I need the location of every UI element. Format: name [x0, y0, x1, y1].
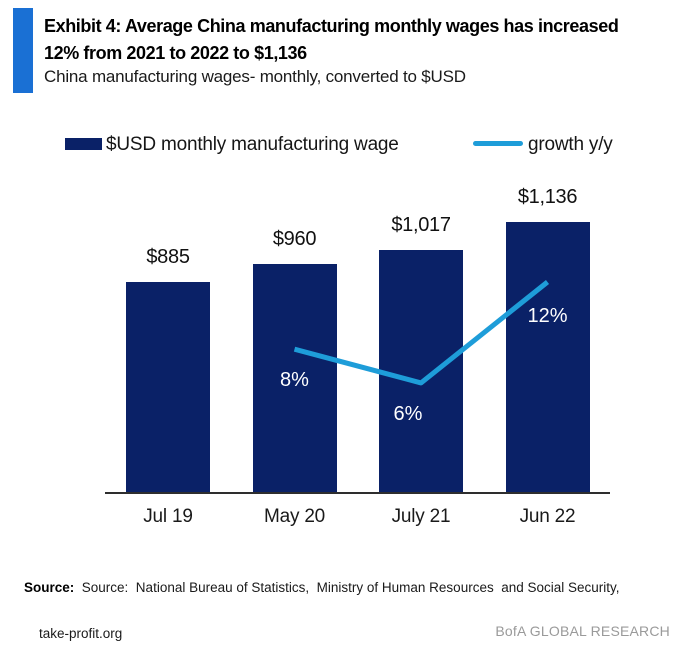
x-axis-label: Jun 22: [519, 506, 576, 527]
exhibit-title-line2: 12% from 2021 to 2022 to $1,136: [44, 43, 307, 63]
wage-bar: [379, 250, 463, 493]
bar-value-label: $960: [272, 228, 317, 250]
growth-value-label: 8%: [280, 369, 309, 392]
x-axis-label: July 21: [391, 506, 451, 527]
bar-value-label: $885: [146, 246, 190, 268]
legend-line-swatch: [473, 141, 523, 146]
x-axis-line: [105, 492, 610, 494]
source-label: Source:: [24, 580, 75, 595]
exhibit-title-line1: Exhibit 4: Average China manufacturing m…: [44, 16, 619, 36]
wage-bar: [126, 282, 210, 493]
source-text-line2: take-profit.org: [39, 626, 123, 641]
x-axis-label: May 20: [263, 506, 326, 527]
growth-value-label: 12%: [527, 305, 568, 327]
bar-value-label: $1,136: [517, 186, 578, 208]
wage-bar: [252, 264, 337, 493]
legend-bar-label: $USD monthly manufacturing wage: [106, 134, 399, 155]
legend-bar-swatch: [65, 138, 102, 150]
exhibit-subtitle: China manufacturing wages- monthly, conv…: [44, 67, 466, 86]
brand-text: BofA GLOBAL RESEARCH: [495, 623, 670, 639]
wage-bar: [505, 222, 590, 493]
growth-line-path: [293, 280, 550, 386]
bar-value-label: $1,017: [391, 214, 451, 236]
x-axis-label: Jul 19: [143, 506, 193, 527]
growth-value-label: 6%: [393, 402, 423, 425]
source-text-line1: Source: National Bureau of Statistics, M…: [81, 580, 620, 595]
legend-line-label: growth y/y: [528, 134, 613, 155]
exhibit-accent-bar: [13, 8, 33, 93]
exhibit-title: Exhibit 4: Average China manufacturing m…: [44, 13, 680, 67]
source-note: Source: Source: National Bureau of Stati…: [24, 576, 669, 647]
